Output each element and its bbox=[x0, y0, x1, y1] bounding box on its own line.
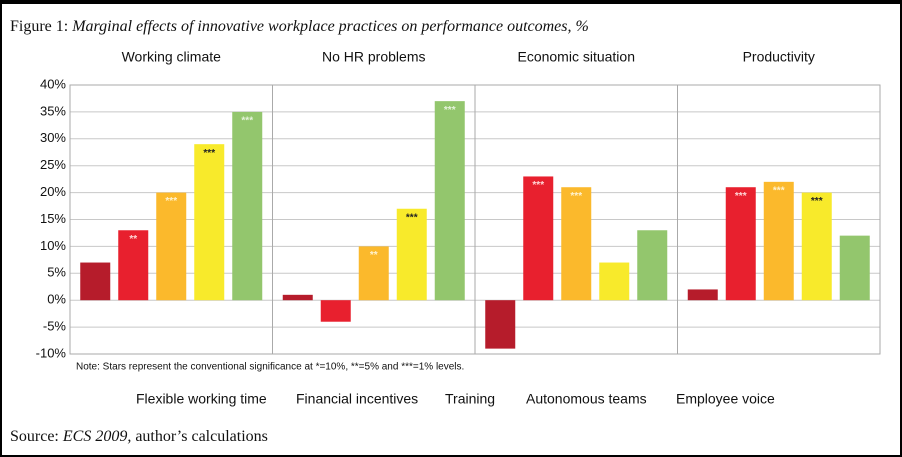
legend-label: Employee voice bbox=[676, 391, 775, 407]
title-text: Marginal effects of innovative workplace… bbox=[71, 18, 589, 35]
y-tick-label: 10% bbox=[40, 238, 66, 253]
panel-title: Economic situation bbox=[517, 49, 635, 65]
y-tick-label: 40% bbox=[40, 76, 66, 91]
y-tick-label: 5% bbox=[47, 265, 66, 280]
y-tick-label: 15% bbox=[40, 211, 66, 226]
panel-title: Productivity bbox=[743, 49, 815, 65]
source-name: ECS 2009, bbox=[62, 428, 131, 445]
bar bbox=[156, 192, 187, 301]
bar bbox=[485, 300, 516, 349]
panel-title: No HR problems bbox=[322, 49, 425, 65]
source-text: author’s calculations bbox=[135, 428, 268, 445]
bar bbox=[839, 235, 870, 301]
note: Note: Stars represent the conventional s… bbox=[76, 362, 464, 373]
bar bbox=[561, 187, 592, 301]
significance-label: *** bbox=[735, 191, 747, 202]
bar bbox=[194, 144, 225, 301]
panel-title: Working climate bbox=[122, 49, 222, 65]
bar bbox=[801, 192, 832, 301]
bar bbox=[232, 111, 263, 301]
bar bbox=[80, 262, 111, 301]
y-tick-label: -5% bbox=[43, 319, 67, 334]
y-tick-label: 0% bbox=[47, 292, 66, 307]
bar bbox=[358, 246, 389, 301]
significance-label: *** bbox=[532, 180, 544, 191]
bar bbox=[434, 101, 465, 301]
y-tick-label: -10% bbox=[36, 345, 67, 360]
legend-label: Financial incentives bbox=[296, 391, 418, 407]
bar bbox=[118, 230, 149, 301]
source-label: Source: bbox=[10, 428, 59, 445]
chart-title: Figure 1: Marginal effects of innovative… bbox=[10, 18, 589, 35]
bar bbox=[763, 181, 794, 301]
significance-label: *** bbox=[406, 212, 418, 223]
bar bbox=[282, 294, 313, 301]
bar bbox=[637, 230, 668, 301]
significance-label: *** bbox=[773, 185, 785, 196]
significance-label: ** bbox=[129, 234, 137, 245]
bar bbox=[725, 187, 756, 301]
y-tick-label: 20% bbox=[40, 184, 66, 199]
y-tick-label: 30% bbox=[40, 130, 66, 145]
significance-label: ** bbox=[370, 250, 378, 261]
significance-label: *** bbox=[444, 105, 456, 116]
title-label: Figure 1: bbox=[10, 18, 68, 35]
significance-label: *** bbox=[811, 196, 823, 207]
y-tick-label: 25% bbox=[40, 157, 66, 172]
significance-label: *** bbox=[241, 116, 253, 127]
source: Source: ECS 2009, author’s calculations bbox=[10, 428, 268, 445]
bar bbox=[320, 300, 351, 322]
bar bbox=[687, 289, 718, 301]
bar bbox=[396, 208, 427, 301]
significance-label: *** bbox=[165, 196, 177, 207]
legend-label: Training bbox=[445, 391, 495, 407]
y-tick-label: 35% bbox=[40, 103, 66, 118]
legend-label: Autonomous teams bbox=[526, 391, 647, 407]
bar bbox=[523, 176, 554, 301]
significance-label: *** bbox=[570, 191, 582, 202]
bar bbox=[599, 262, 630, 301]
significance-label: *** bbox=[203, 148, 215, 159]
legend-label: Flexible working time bbox=[136, 391, 267, 407]
